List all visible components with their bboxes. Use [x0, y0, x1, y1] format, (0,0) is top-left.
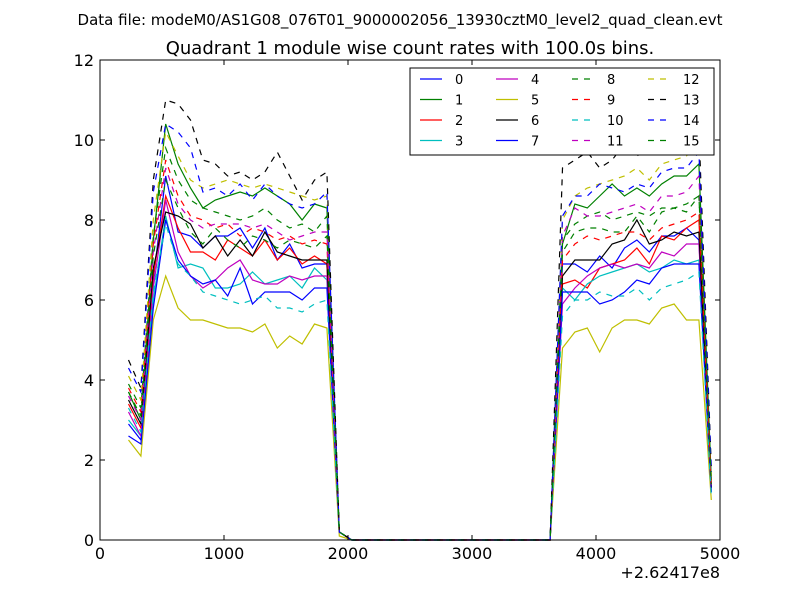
x-offset-label: +2.62417e8 — [620, 563, 720, 582]
y-tick-label: 2 — [84, 451, 94, 470]
series-line-10 — [127, 223, 712, 541]
legend-label-11: 11 — [607, 135, 624, 150]
legend-label-2: 2 — [455, 114, 463, 129]
chart-title: Quadrant 1 module wise count rates with … — [166, 38, 655, 59]
series-line-5 — [128, 274, 712, 541]
y-tick-label: 4 — [84, 371, 94, 390]
legend-label-6: 6 — [531, 114, 539, 129]
y-tick-label: 8 — [84, 211, 94, 230]
x-tick-label: 4000 — [576, 544, 617, 563]
legend-label-13: 13 — [683, 94, 700, 109]
y-tick-label: 0 — [84, 531, 94, 550]
legend-label-10: 10 — [607, 114, 624, 129]
legend-label-15: 15 — [683, 135, 700, 150]
x-tick-label: 1000 — [204, 544, 245, 563]
legend-label-7: 7 — [531, 135, 539, 150]
legend-label-8: 8 — [607, 73, 615, 88]
legend-label-1: 1 — [455, 94, 463, 109]
chart-suptitle: Data file: modeM0/AS1G08_076T01_90000020… — [78, 11, 723, 30]
legend-label-9: 9 — [607, 94, 615, 109]
series-line-15 — [127, 177, 712, 541]
legend-label-5: 5 — [531, 94, 539, 109]
series-line-13 — [127, 99, 712, 541]
legend-label-4: 4 — [531, 73, 539, 88]
series-line-11 — [127, 167, 712, 541]
legend-label-3: 3 — [455, 135, 463, 150]
legend-label-0: 0 — [455, 73, 463, 88]
y-tick-label: 12 — [74, 51, 94, 70]
legend-label-14: 14 — [683, 114, 700, 129]
y-tick-label: 10 — [74, 131, 94, 150]
series-line-7 — [128, 219, 712, 541]
x-tick-label: 5000 — [700, 544, 741, 563]
series-line-14 — [127, 123, 712, 541]
x-tick-label: 0 — [95, 544, 105, 563]
x-tick-label: 3000 — [452, 544, 493, 563]
legend-label-12: 12 — [683, 73, 700, 88]
x-tick-label: 2000 — [328, 544, 369, 563]
y-tick-label: 6 — [84, 291, 94, 310]
